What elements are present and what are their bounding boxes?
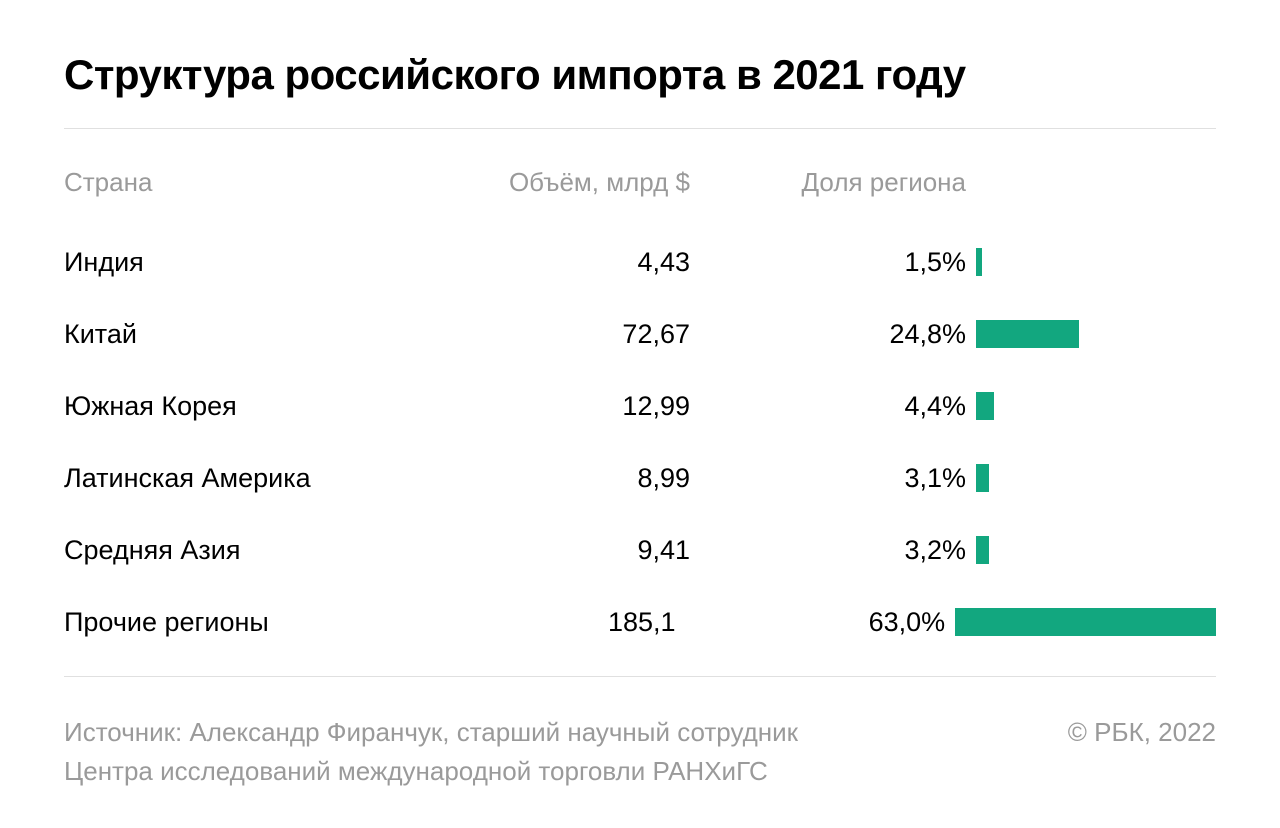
table-row: Южная Корея12,994,4% bbox=[64, 370, 1216, 442]
table-row: Индия4,431,5% bbox=[64, 226, 1216, 298]
table-row: Китай72,6724,8% bbox=[64, 298, 1216, 370]
chart-title: Структура российского импорта в 2021 год… bbox=[64, 50, 1216, 129]
cell-volume: 9,41 bbox=[454, 535, 690, 566]
cell-bar bbox=[976, 536, 1216, 564]
cell-share: 3,2% bbox=[690, 535, 976, 566]
table-row: Прочие регионы185,163,0% bbox=[64, 586, 1216, 658]
table-header: Страна Объём, млрд $ Доля региона bbox=[64, 129, 1216, 226]
cell-volume: 12,99 bbox=[454, 391, 690, 422]
cell-share: 24,8% bbox=[690, 319, 976, 350]
cell-country: Прочие регионы bbox=[64, 607, 445, 638]
share-bar bbox=[976, 392, 994, 420]
share-bar bbox=[976, 248, 982, 276]
cell-volume: 8,99 bbox=[454, 463, 690, 494]
cell-country: Китай bbox=[64, 319, 454, 350]
cell-share: 4,4% bbox=[690, 391, 976, 422]
table-body: Индия4,431,5%Китай72,6724,8%Южная Корея1… bbox=[64, 226, 1216, 658]
copyright-text: © РБК, 2022 bbox=[1068, 713, 1216, 791]
cell-bar bbox=[976, 464, 1216, 492]
table-row: Средняя Азия9,413,2% bbox=[64, 514, 1216, 586]
cell-bar bbox=[955, 608, 1216, 636]
cell-share: 3,1% bbox=[690, 463, 976, 494]
cell-bar bbox=[976, 392, 1216, 420]
cell-volume: 4,43 bbox=[454, 247, 690, 278]
header-volume: Объём, млрд $ bbox=[454, 167, 690, 198]
source-text: Источник: Александр Фиранчук, старший на… bbox=[64, 713, 864, 791]
cell-share: 1,5% bbox=[690, 247, 976, 278]
cell-bar bbox=[976, 320, 1216, 348]
share-bar bbox=[955, 608, 1216, 636]
share-bar bbox=[976, 320, 1079, 348]
share-bar bbox=[976, 536, 989, 564]
table-row: Латинская Америка8,993,1% bbox=[64, 442, 1216, 514]
cell-volume: 185,1 bbox=[445, 607, 676, 638]
header-share: Доля региона bbox=[690, 167, 976, 198]
cell-bar bbox=[976, 248, 1216, 276]
cell-country: Латинская Америка bbox=[64, 463, 454, 494]
header-country: Страна bbox=[64, 167, 454, 198]
cell-volume: 72,67 bbox=[454, 319, 690, 350]
cell-country: Южная Корея bbox=[64, 391, 454, 422]
chart-footer: Источник: Александр Фиранчук, старший на… bbox=[64, 676, 1216, 791]
cell-share: 63,0% bbox=[676, 607, 956, 638]
cell-country: Индия bbox=[64, 247, 454, 278]
share-bar bbox=[976, 464, 989, 492]
cell-country: Средняя Азия bbox=[64, 535, 454, 566]
